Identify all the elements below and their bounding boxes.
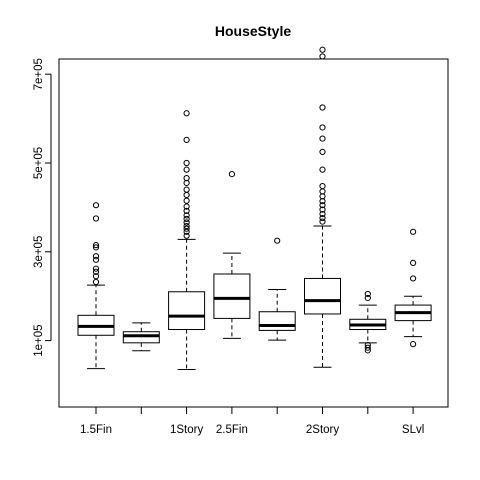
- outlier-point: [319, 135, 326, 142]
- outlier-point: [183, 222, 190, 230]
- outlier-point: [92, 278, 100, 286]
- outlier-point: [92, 268, 100, 275]
- outlier-point: [364, 294, 371, 302]
- box-SFoyer: [349, 290, 387, 354]
- iqr-box: [258, 311, 296, 331]
- outlier-point: [183, 219, 190, 226]
- box-2.5Fin: [213, 171, 251, 339]
- outlier-point: [228, 171, 235, 178]
- box-2Story: [304, 46, 341, 368]
- outlier-point: [92, 256, 100, 263]
- outlier-point: [183, 228, 190, 235]
- outlier-point: [319, 182, 326, 190]
- iqr-box: [304, 277, 341, 315]
- x-tick-label: 2.5Fin: [216, 424, 248, 436]
- outlier-point: [319, 104, 326, 111]
- iqr-box: [168, 291, 206, 331]
- y-tick-label: 1e+05: [33, 324, 45, 356]
- plot-frame: [58, 58, 449, 408]
- outlier-point: [183, 212, 190, 219]
- outlier-point: [183, 225, 190, 232]
- outlier-point: [92, 215, 100, 222]
- box-SLvl: [394, 228, 432, 348]
- y-tick-label: 3e+05: [33, 236, 45, 268]
- outlier-point: [410, 259, 417, 266]
- iqr-box: [213, 273, 251, 319]
- outlier-point: [183, 232, 190, 239]
- outlier-point: [319, 218, 326, 225]
- y-axis: 1e+05 3e+05 5e+05 7e+05: [33, 58, 52, 357]
- chart-title: HouseStyle: [215, 23, 291, 39]
- outlier-point: [183, 215, 190, 223]
- outlier-point: [319, 206, 326, 213]
- outlier-point: [410, 228, 417, 235]
- outlier-point: [92, 202, 100, 209]
- x-tick-label: SLvl: [402, 424, 424, 436]
- outlier-point: [92, 244, 100, 251]
- box-2.5Unf: [258, 237, 296, 341]
- outlier-point: [183, 159, 190, 167]
- y-tick-label: 5e+05: [33, 147, 45, 179]
- outlier-point: [319, 202, 326, 209]
- x-axis: 1.5Fin 1Story 2.5Fin 2Story SLvl: [80, 406, 424, 436]
- outlier-point: [364, 290, 371, 298]
- outlier-point: [319, 46, 326, 53]
- box-1.5Fin: [77, 202, 115, 370]
- outlier-point: [319, 53, 326, 60]
- outlier-point: [319, 148, 326, 155]
- outlier-point: [183, 203, 190, 210]
- box-1.5Unf: [122, 322, 160, 352]
- outlier-point: [92, 265, 100, 272]
- outlier-point: [364, 344, 371, 351]
- outlier-point: [319, 214, 326, 222]
- outlier-point: [319, 124, 326, 131]
- box-1Story: [168, 110, 206, 370]
- x-tick-label: 2Story: [306, 424, 339, 436]
- iqr-box: [122, 331, 160, 344]
- outlier-point: [183, 197, 190, 204]
- x-tick-label: 1.5Fin: [80, 424, 112, 436]
- outlier-point: [92, 242, 100, 249]
- outlier-point: [183, 207, 190, 215]
- y-tick-label: 7e+05: [33, 58, 45, 90]
- outlier-point: [274, 237, 281, 244]
- outlier-point: [183, 136, 190, 144]
- x-tick-label: 1Story: [170, 424, 203, 436]
- outlier-point: [183, 174, 190, 182]
- outlier-point: [183, 186, 190, 193]
- outlier-point: [319, 210, 326, 218]
- outlier-point: [183, 110, 190, 117]
- outlier-point: [92, 253, 100, 260]
- outlier-point: [92, 273, 100, 280]
- outlier-point: [364, 341, 371, 349]
- outlier-point: [183, 166, 190, 173]
- outlier-point: [410, 275, 417, 282]
- outlier-point: [183, 191, 190, 199]
- outlier-point: [410, 341, 417, 348]
- boxes-layer: [77, 46, 432, 370]
- outlier-point: [319, 166, 326, 173]
